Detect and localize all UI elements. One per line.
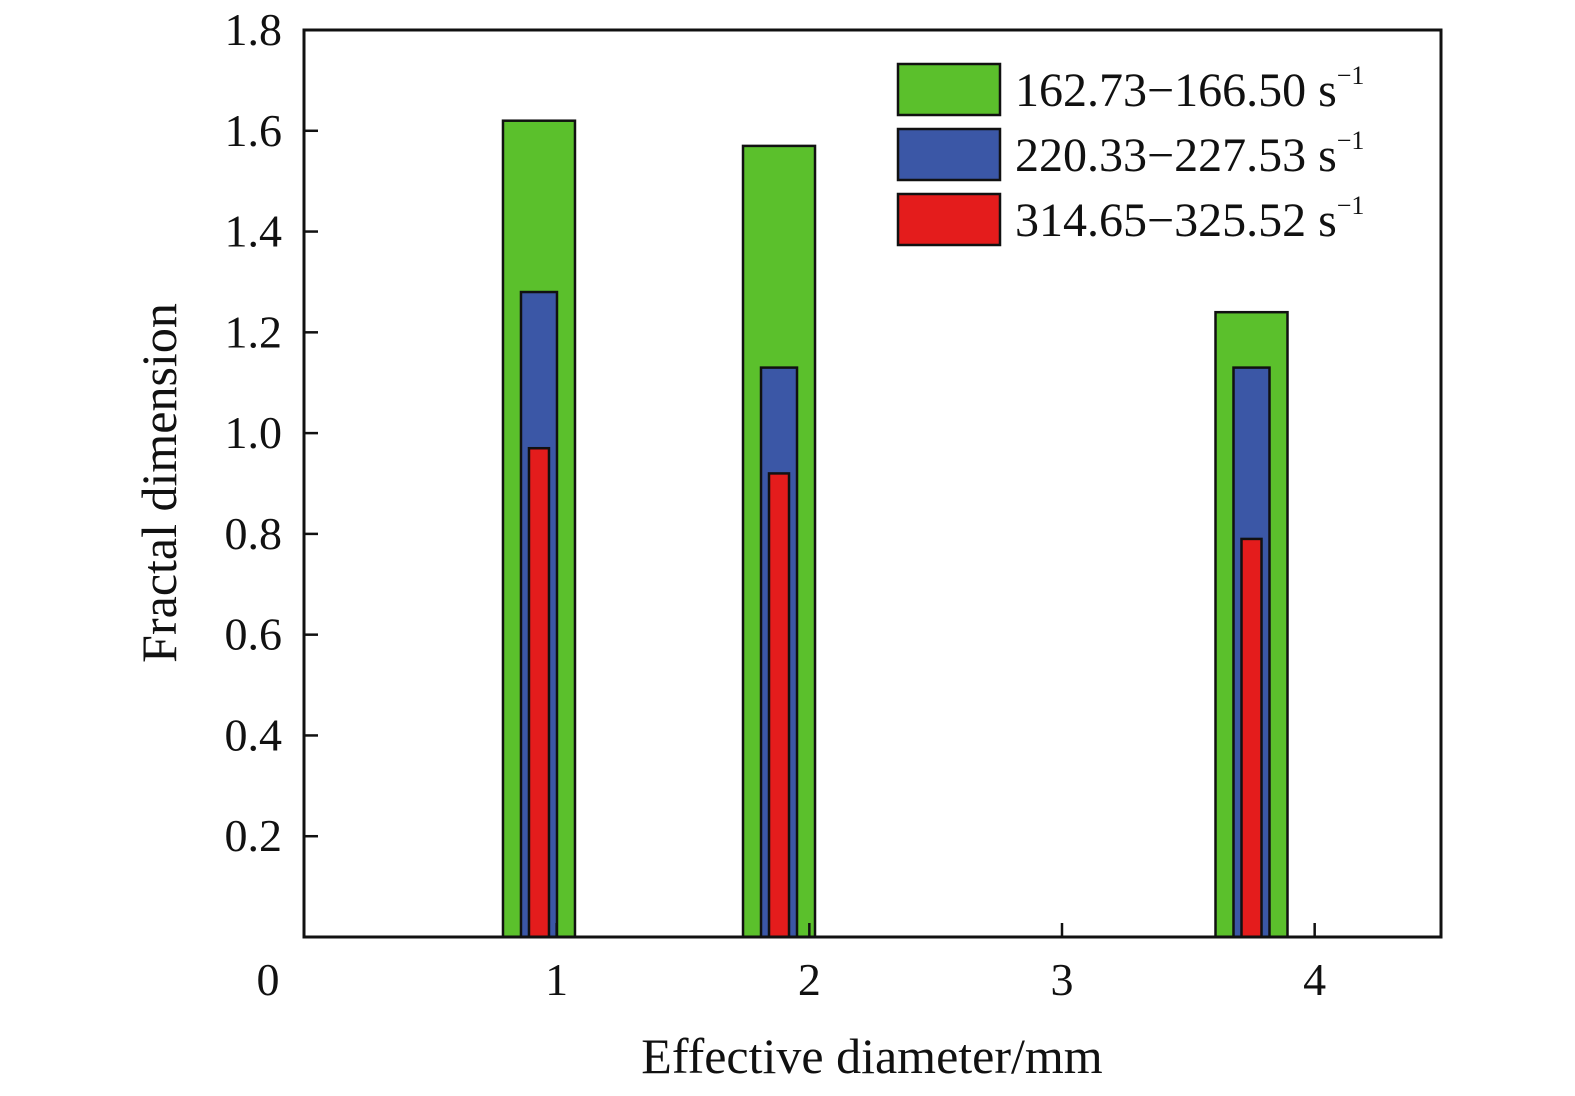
legend-swatch-1 (896, 62, 1002, 117)
y-tick-label-4: 0.8 (225, 508, 283, 559)
legend-label-superscript-3: −1 (1337, 191, 1365, 220)
x-tick-label-5: 4 (1303, 954, 1326, 1005)
bar-series-3-point-1 (527, 446, 551, 939)
y-tick-label-6: 1.2 (225, 306, 283, 357)
y-tick-label-5: 1.0 (225, 407, 283, 458)
y-tick-label-3: 0.6 (225, 609, 283, 660)
legend-label-superscript-1: −1 (1337, 61, 1365, 90)
axis-ticks-group (304, 28, 1316, 937)
bar-series-3-point-2 (767, 472, 791, 939)
legend-swatch-2 (896, 127, 1002, 182)
legend-label-1: 162.73−166.50 s−1 (1015, 61, 1364, 117)
bar-series-3-point-3 (1240, 537, 1263, 939)
x-tick-label-2: 1 (545, 954, 568, 1005)
legend-label-3: 314.65−325.52 s−1 (1015, 191, 1364, 247)
x-tick-label-3: 2 (798, 954, 821, 1005)
y-axis-title: Fractal dimension (131, 303, 187, 663)
x-axis-title: Effective diameter/mm (641, 1028, 1102, 1084)
x-tick-label-4: 3 (1051, 954, 1074, 1005)
y-tick-label-9: 1.8 (225, 4, 283, 55)
legend: 162.73−166.50 s−1 220.33−227.53 s−1 314.65… (896, 61, 1364, 247)
legend-swatch-3 (896, 192, 1002, 247)
y-tick-label-1: 0.2 (225, 810, 283, 861)
x-tick-label-1: 0 (257, 954, 280, 1005)
tick-labels-group: 0.2 0.4 0.6 0.8 1.0 1.2 1.4 1.6 1.8 0 1 2 3 4 (225, 4, 1327, 1005)
y-tick-label-2: 0.4 (225, 709, 283, 760)
legend-label-superscript-2: −1 (1337, 126, 1365, 155)
y-tick-label-8: 1.6 (225, 105, 283, 156)
y-tick-label-7: 1.4 (225, 206, 283, 257)
legend-label-2: 220.33−227.53 s−1 (1015, 126, 1364, 182)
plot-frame (302, 28, 1443, 939)
bars-group (501, 119, 1289, 939)
